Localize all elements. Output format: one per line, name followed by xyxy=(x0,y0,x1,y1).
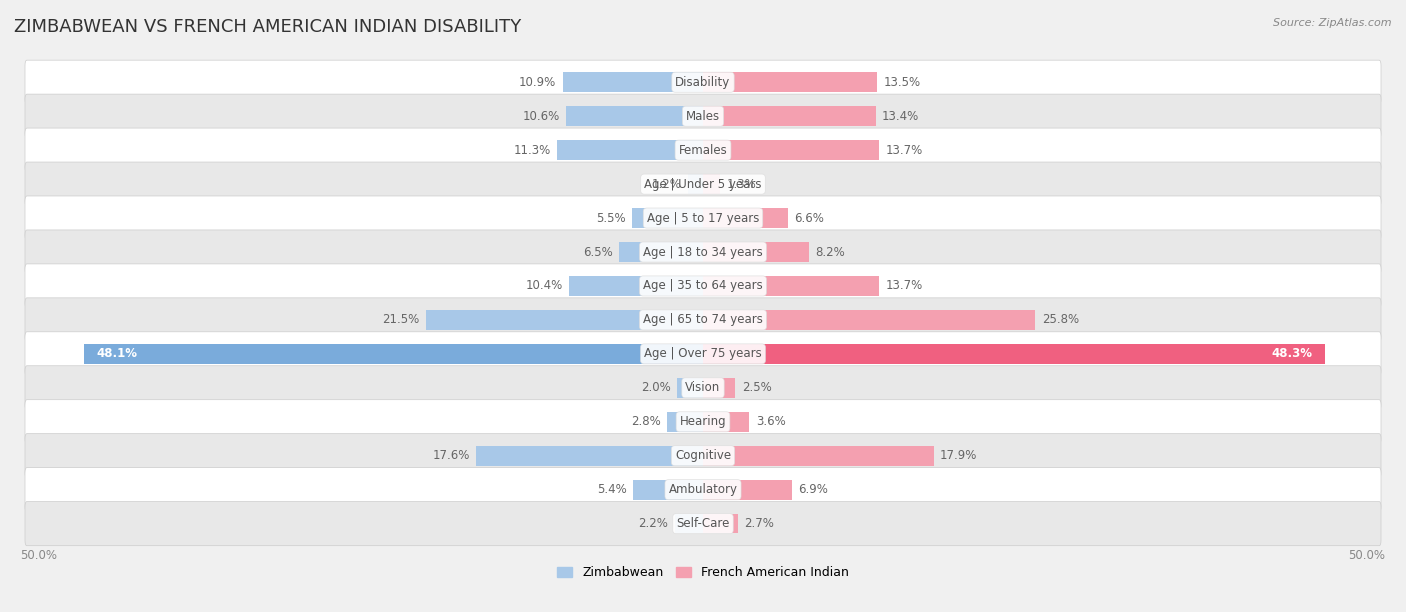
FancyBboxPatch shape xyxy=(25,162,1381,206)
Text: 50.0%: 50.0% xyxy=(21,549,58,562)
FancyBboxPatch shape xyxy=(25,264,1381,308)
Bar xyxy=(703,242,808,262)
Text: Age | 18 to 34 years: Age | 18 to 34 years xyxy=(643,245,763,258)
Text: 17.6%: 17.6% xyxy=(433,449,470,462)
Text: Ambulatory: Ambulatory xyxy=(668,483,738,496)
Text: 10.9%: 10.9% xyxy=(519,76,557,89)
Text: 2.2%: 2.2% xyxy=(638,517,668,530)
FancyBboxPatch shape xyxy=(25,366,1381,410)
Bar xyxy=(703,378,735,398)
Text: 10.6%: 10.6% xyxy=(523,110,560,122)
FancyBboxPatch shape xyxy=(25,400,1381,444)
FancyBboxPatch shape xyxy=(25,298,1381,342)
Text: 1.3%: 1.3% xyxy=(725,177,756,190)
Bar xyxy=(703,514,738,534)
Bar xyxy=(83,344,703,364)
Bar xyxy=(426,310,703,330)
Text: 13.4%: 13.4% xyxy=(882,110,920,122)
Bar xyxy=(567,106,703,126)
FancyBboxPatch shape xyxy=(25,94,1381,138)
Text: 6.5%: 6.5% xyxy=(583,245,613,258)
FancyBboxPatch shape xyxy=(25,332,1381,376)
Text: 3.6%: 3.6% xyxy=(756,416,786,428)
Text: 2.8%: 2.8% xyxy=(631,416,661,428)
Text: Age | Under 5 years: Age | Under 5 years xyxy=(644,177,762,190)
Text: 1.2%: 1.2% xyxy=(651,177,681,190)
Bar xyxy=(703,310,1035,330)
Text: 6.9%: 6.9% xyxy=(799,483,828,496)
Text: Hearing: Hearing xyxy=(679,416,727,428)
Bar xyxy=(675,514,703,534)
Text: Age | Over 75 years: Age | Over 75 years xyxy=(644,348,762,360)
Text: Self-Care: Self-Care xyxy=(676,517,730,530)
Bar xyxy=(703,140,879,160)
FancyBboxPatch shape xyxy=(25,230,1381,274)
Bar xyxy=(562,72,703,92)
Text: 13.5%: 13.5% xyxy=(883,76,921,89)
Bar xyxy=(703,72,877,92)
FancyBboxPatch shape xyxy=(25,434,1381,478)
Text: 2.5%: 2.5% xyxy=(741,381,772,394)
Text: Age | 5 to 17 years: Age | 5 to 17 years xyxy=(647,212,759,225)
Text: 2.7%: 2.7% xyxy=(744,517,775,530)
Bar xyxy=(703,106,876,126)
Bar xyxy=(703,344,1324,364)
Bar xyxy=(634,480,703,499)
Bar xyxy=(633,208,703,228)
Bar xyxy=(703,412,749,431)
Text: 11.3%: 11.3% xyxy=(513,144,551,157)
Text: Age | 65 to 74 years: Age | 65 to 74 years xyxy=(643,313,763,326)
Text: Males: Males xyxy=(686,110,720,122)
Bar xyxy=(558,140,703,160)
Text: Vision: Vision xyxy=(685,381,721,394)
Text: 25.8%: 25.8% xyxy=(1042,313,1078,326)
Text: 5.5%: 5.5% xyxy=(596,212,626,225)
Bar xyxy=(688,174,703,194)
Bar xyxy=(703,174,720,194)
Text: 17.9%: 17.9% xyxy=(941,449,977,462)
Text: Age | 35 to 64 years: Age | 35 to 64 years xyxy=(643,280,763,293)
Text: 13.7%: 13.7% xyxy=(886,144,924,157)
Text: 48.3%: 48.3% xyxy=(1271,348,1312,360)
Text: 5.4%: 5.4% xyxy=(598,483,627,496)
Bar xyxy=(703,208,787,228)
FancyBboxPatch shape xyxy=(25,196,1381,240)
Text: 6.6%: 6.6% xyxy=(794,212,824,225)
FancyBboxPatch shape xyxy=(25,128,1381,172)
Text: Females: Females xyxy=(679,144,727,157)
Text: ZIMBABWEAN VS FRENCH AMERICAN INDIAN DISABILITY: ZIMBABWEAN VS FRENCH AMERICAN INDIAN DIS… xyxy=(14,18,522,36)
Text: Source: ZipAtlas.com: Source: ZipAtlas.com xyxy=(1274,18,1392,28)
Bar xyxy=(703,446,934,466)
Bar xyxy=(619,242,703,262)
Text: Disability: Disability xyxy=(675,76,731,89)
Text: 21.5%: 21.5% xyxy=(382,313,420,326)
Legend: Zimbabwean, French American Indian: Zimbabwean, French American Indian xyxy=(553,561,853,584)
Bar xyxy=(678,378,703,398)
Text: 48.1%: 48.1% xyxy=(97,348,138,360)
Text: 50.0%: 50.0% xyxy=(1348,549,1385,562)
Text: 2.0%: 2.0% xyxy=(641,381,671,394)
FancyBboxPatch shape xyxy=(25,468,1381,512)
Bar xyxy=(477,446,703,466)
Bar xyxy=(703,480,792,499)
Text: 13.7%: 13.7% xyxy=(886,280,924,293)
FancyBboxPatch shape xyxy=(25,502,1381,546)
Bar xyxy=(703,276,879,296)
Text: Cognitive: Cognitive xyxy=(675,449,731,462)
Text: 10.4%: 10.4% xyxy=(526,280,562,293)
FancyBboxPatch shape xyxy=(25,60,1381,104)
Text: 8.2%: 8.2% xyxy=(815,245,845,258)
Bar xyxy=(666,412,703,431)
Bar xyxy=(569,276,703,296)
